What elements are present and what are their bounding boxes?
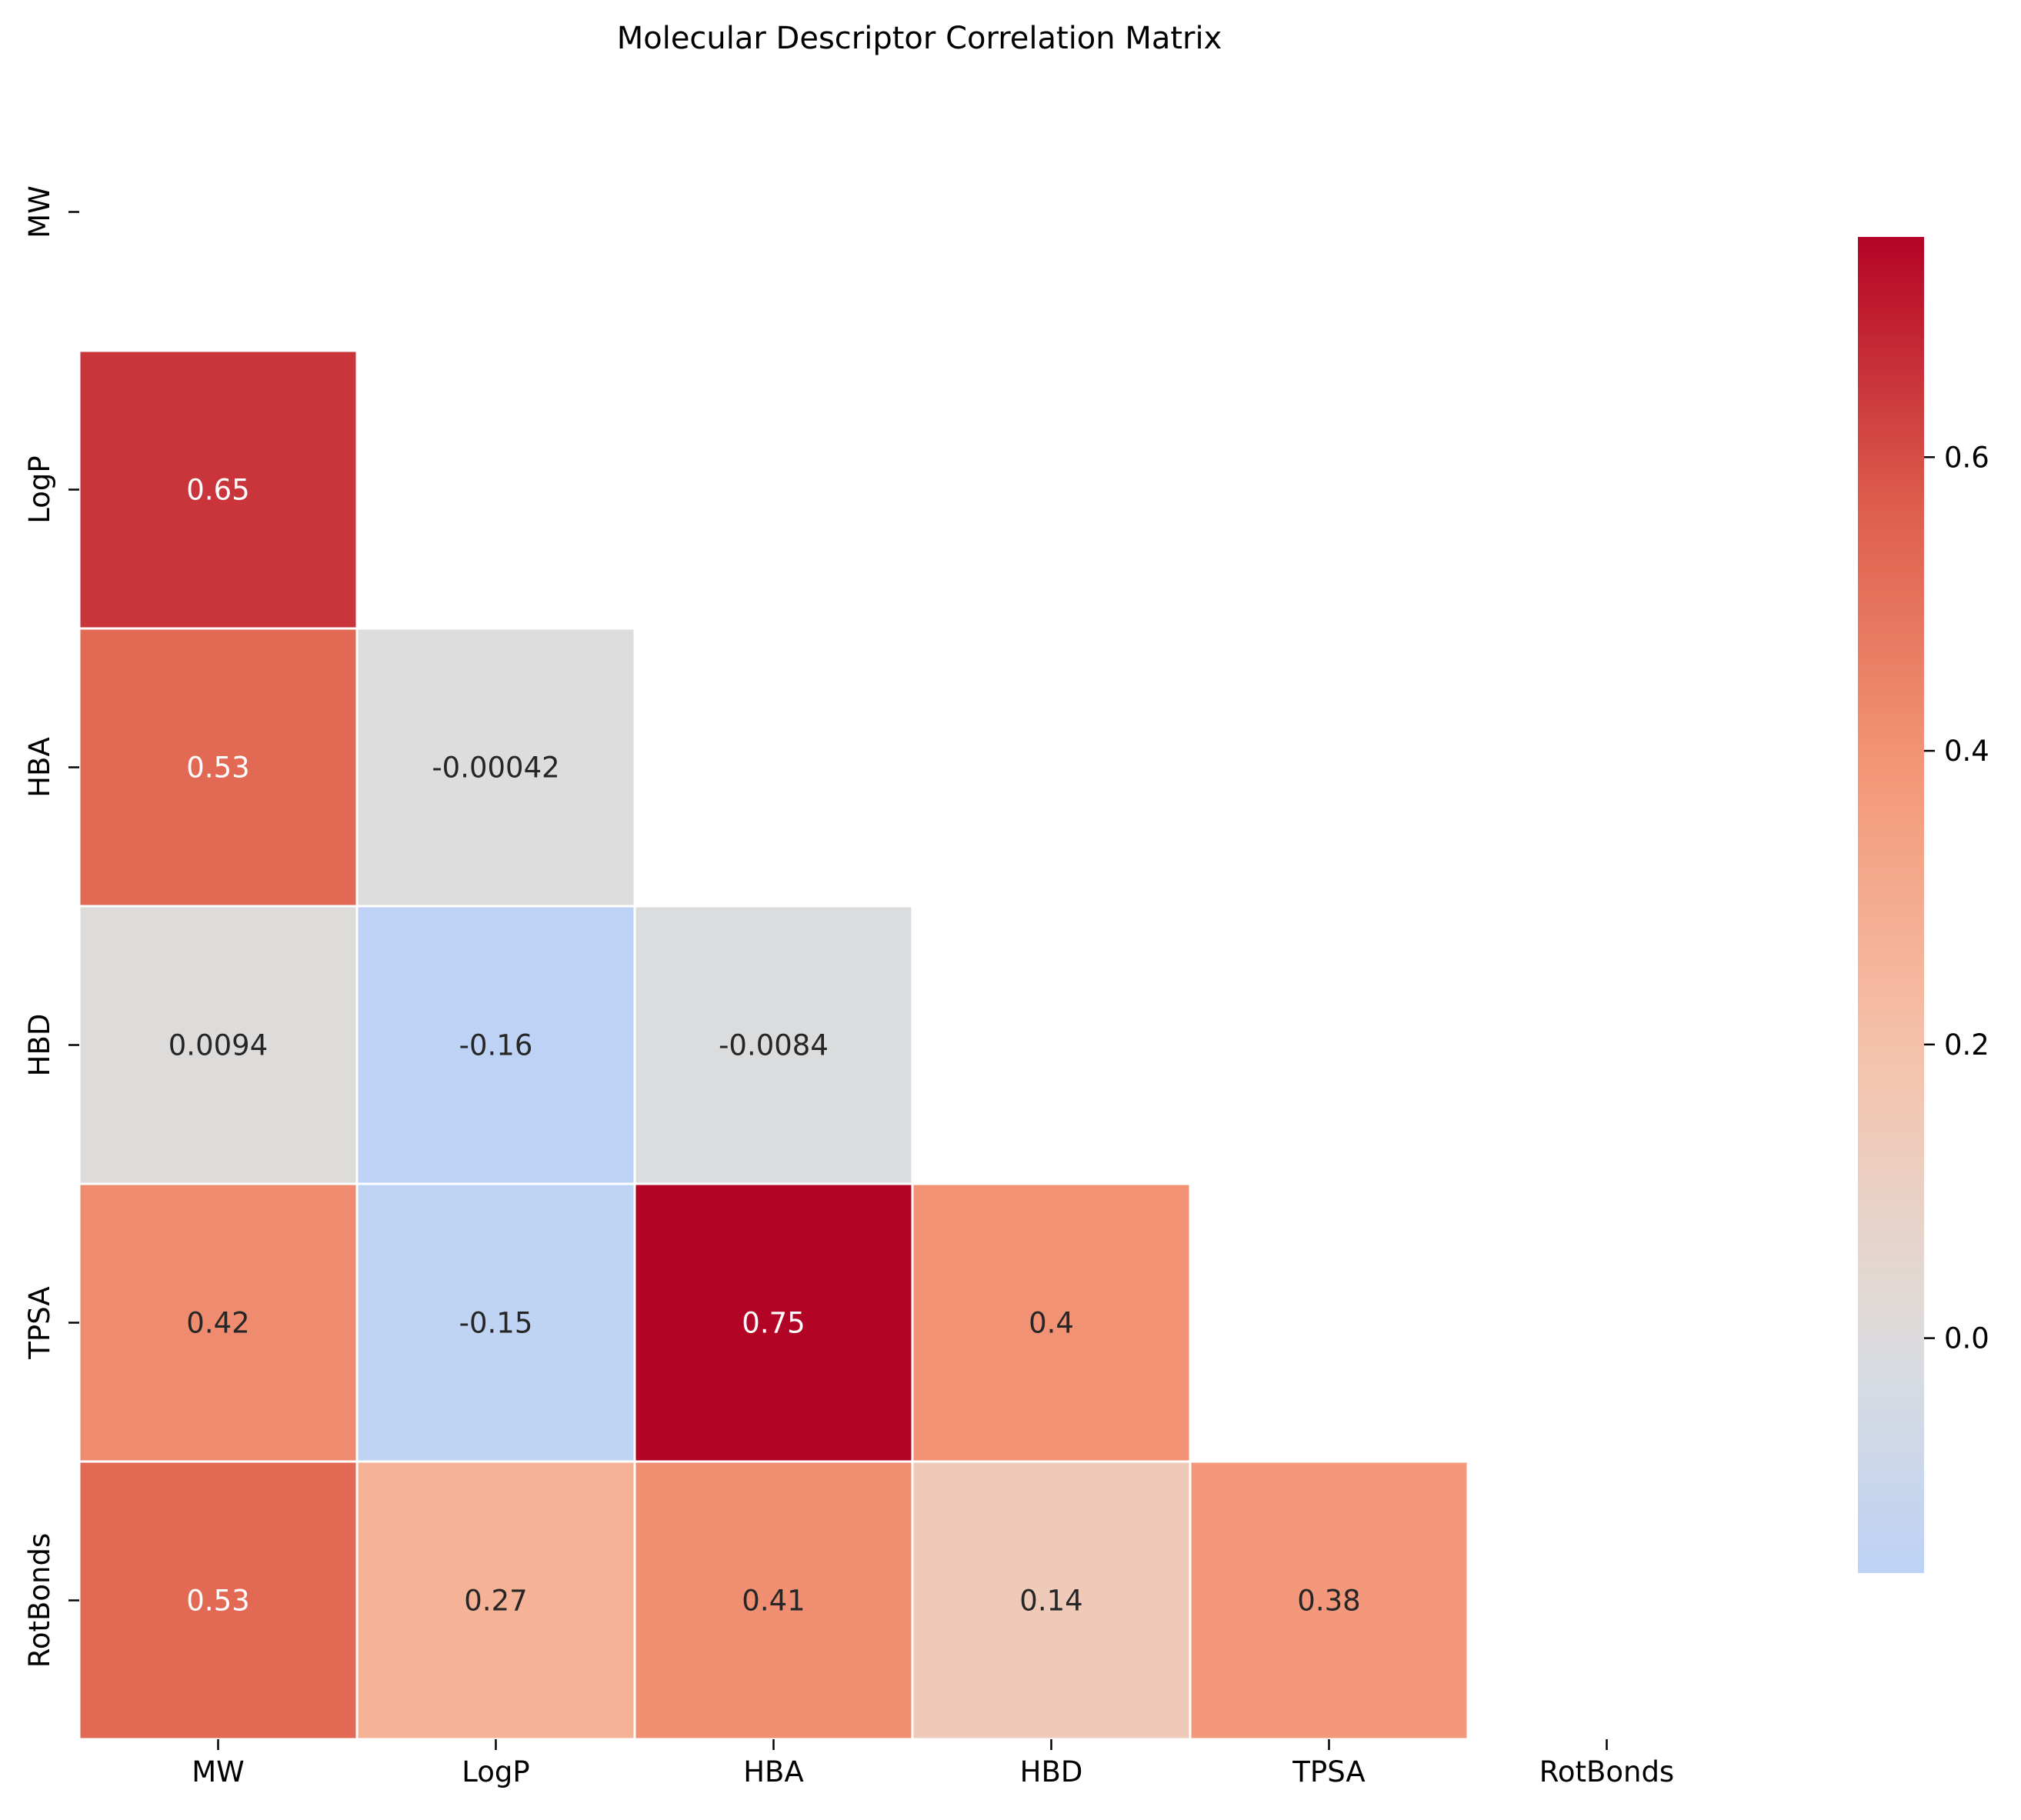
colorbar-tick-label: 0.0 xyxy=(1944,1322,1989,1355)
colorbar-gradient xyxy=(1858,237,1924,1573)
x-tick-label: HBD xyxy=(1020,1755,1083,1788)
y-tick-label: LogP xyxy=(23,455,56,523)
cell-value-label: -0.00042 xyxy=(432,752,559,785)
cell-value-label: 0.65 xyxy=(186,474,249,507)
x-tick-label: MW xyxy=(192,1755,245,1788)
cell-value-label: 0.0094 xyxy=(168,1029,268,1062)
x-tick-label: TPSA xyxy=(1292,1755,1365,1788)
heatmap-cell xyxy=(78,905,359,1185)
cell-value-label: 0.41 xyxy=(742,1585,805,1618)
cell-value-label: 0.27 xyxy=(464,1585,527,1618)
heatmap-cell xyxy=(911,1182,1192,1463)
cell-value-label: -0.15 xyxy=(459,1307,533,1340)
heatmap-cell xyxy=(355,627,636,908)
heatmap-cell xyxy=(78,627,359,908)
colorbar-tick-label: 0.4 xyxy=(1944,735,1989,768)
cell-value-label: 0.4 xyxy=(1029,1307,1074,1340)
x-tick-label: HBA xyxy=(743,1755,804,1788)
y-tick-label: HBD xyxy=(23,1014,56,1077)
heatmap-cell xyxy=(355,905,636,1185)
cell-value-labels: 0.65 0.53 -0.00042 0.0094 -0.16 -0.0084 0.42 -0… xyxy=(168,474,1361,1618)
y-tick-label: TPSA xyxy=(23,1286,56,1359)
heatmap-cell xyxy=(1189,1460,1469,1741)
cell-value-label: 0.75 xyxy=(742,1307,805,1340)
y-tick-label: MW xyxy=(23,185,56,238)
heatmap-cell xyxy=(355,1182,636,1463)
y-axis: MW LogP HBA HBD TPSA RotBonds xyxy=(23,185,79,1668)
colorbar: 0.0 0.2 0.4 0.6 xyxy=(1858,237,1989,1573)
heatmap-cell xyxy=(633,905,914,1185)
y-tick-label: HBA xyxy=(23,737,56,798)
heatmap-cell xyxy=(355,1460,636,1741)
x-axis: MW LogP HBA HBD TPSA RotBonds xyxy=(192,1739,1674,1788)
x-tick-label: LogP xyxy=(462,1755,529,1788)
cell-value-label: 0.53 xyxy=(186,1585,249,1618)
cell-value-label: -0.16 xyxy=(459,1029,533,1062)
colorbar-tick-label: 0.6 xyxy=(1944,441,1989,474)
colorbar-tick-label: 0.2 xyxy=(1944,1028,1989,1062)
cell-value-label: -0.0084 xyxy=(719,1029,829,1062)
chart-title: Molecular Descriptor Correlation Matrix xyxy=(617,21,1222,56)
y-tick-label: RotBonds xyxy=(23,1533,56,1668)
cell-value-label: 0.42 xyxy=(186,1307,249,1340)
cell-value-label: 0.38 xyxy=(1297,1585,1360,1618)
cell-value-label: 0.53 xyxy=(186,752,249,785)
cell-value-label: 0.14 xyxy=(1019,1585,1082,1618)
heatmap-cells xyxy=(78,349,1469,1741)
heatmap-cell xyxy=(633,1460,914,1741)
x-tick-label: RotBonds xyxy=(1539,1755,1674,1788)
heatmap-cell xyxy=(911,1460,1192,1741)
heatmap-cell xyxy=(78,349,359,630)
